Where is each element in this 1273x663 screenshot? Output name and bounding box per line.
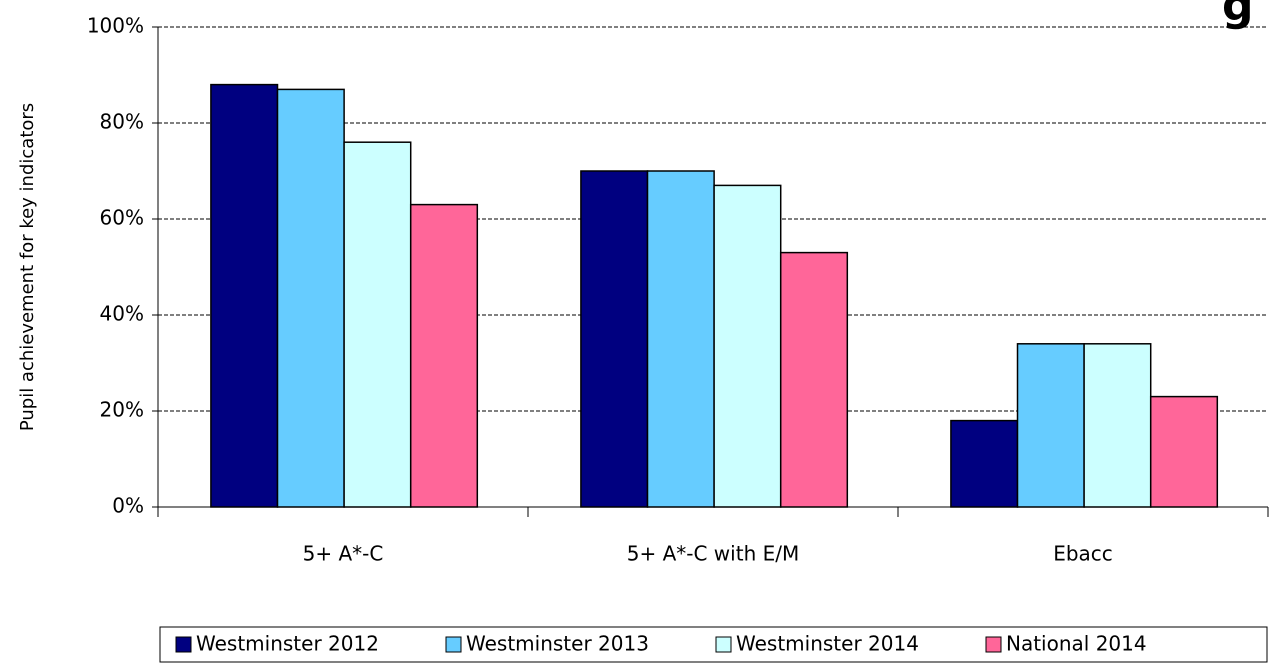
bar — [1016, 343, 1085, 508]
bar — [343, 141, 412, 508]
bar — [409, 203, 479, 508]
x-tick-label: 5+ A*-C with E/M — [627, 542, 799, 566]
bar — [1149, 395, 1219, 508]
legend-swatch — [175, 636, 192, 653]
legend-swatch — [445, 636, 462, 653]
legend-label: Westminster 2013 — [466, 632, 649, 656]
bar — [713, 184, 782, 508]
y-tick-label: 20% — [100, 398, 144, 422]
legend-label: Westminster 2014 — [736, 632, 919, 656]
legend-label: National 2014 — [1006, 632, 1147, 656]
bar — [950, 419, 1019, 508]
x-tick-label: 5+ A*-C — [303, 542, 384, 566]
chart-title: g — [1222, 0, 1254, 31]
y-tick-label: 0% — [112, 494, 144, 518]
y-tick-label: 60% — [100, 206, 144, 230]
bar — [1083, 343, 1152, 508]
legend-swatch — [715, 636, 732, 653]
y-axis-label: Pupil achievement for key indicators — [17, 103, 38, 431]
y-tick-label: 100% — [87, 14, 144, 38]
y-tick-label: 40% — [100, 302, 144, 326]
bar — [580, 170, 649, 508]
legend-label: Westminster 2012 — [196, 632, 379, 656]
x-tick-label: Ebacc — [1053, 542, 1113, 566]
legend-box — [159, 626, 1268, 663]
y-tick-label: 80% — [100, 110, 144, 134]
legend-swatch — [985, 636, 1002, 653]
bar — [646, 170, 715, 508]
bar — [210, 83, 279, 508]
bar — [276, 88, 345, 508]
bar — [779, 251, 849, 508]
